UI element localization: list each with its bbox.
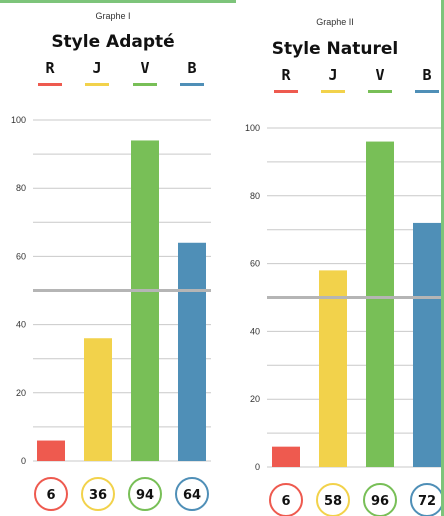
bar-v [131, 140, 159, 461]
y-tick-label: 80 [16, 183, 26, 193]
top-accent-line [0, 0, 236, 3]
y-tick-label: 20 [250, 394, 260, 404]
y-tick-label: 40 [16, 320, 26, 330]
data-label: 72 [418, 494, 436, 509]
data-label: 94 [136, 488, 154, 503]
legend-swatch-j [85, 83, 109, 86]
legend-swatch-v [133, 83, 157, 86]
y-tick-label: 40 [250, 326, 260, 336]
data-label: 36 [89, 488, 107, 503]
chart-title: Style Adapté [51, 32, 175, 52]
value-circle-r [34, 477, 68, 511]
chart-panel-1: Graphe I Style Adapté R J V B 0 20 40 60 80 100 6 3… [11, 11, 211, 511]
value-circle-b [175, 477, 209, 511]
y-tick-label: 80 [250, 191, 260, 201]
bar-r [272, 446, 300, 467]
value-circle-r [269, 483, 303, 516]
legend-swatch-j [321, 90, 345, 93]
y-tick-label: 100 [245, 123, 260, 133]
graph-label: Graphe II [316, 17, 354, 27]
legend-swatch-r [274, 90, 298, 93]
legend-swatch-b [180, 83, 204, 86]
bar-v [366, 141, 394, 467]
y-tick-label: 20 [16, 388, 26, 398]
value-circle-j [81, 477, 115, 511]
bar-chart-1: R J V B 0 20 40 60 80 100 6 36 94 64 [11, 59, 211, 511]
right-accent-line [441, 0, 444, 516]
legend-swatch-b [415, 90, 439, 93]
legend-j: J [328, 66, 337, 84]
y-tick-label: 60 [16, 251, 26, 261]
chart-title: Style Naturel [271, 39, 399, 59]
value-circle-v [363, 483, 397, 516]
y-tick-label: 60 [250, 259, 260, 269]
bar-b [178, 242, 206, 461]
graph-label: Graphe I [95, 11, 131, 21]
legend-r: R [45, 59, 55, 77]
y-tick-label: 0 [21, 456, 26, 466]
legend-swatch-r [38, 83, 62, 86]
legend-b: B [422, 66, 431, 84]
legend-b: B [187, 59, 196, 77]
data-label: 64 [183, 488, 201, 503]
legend-v: V [375, 66, 384, 84]
bar-b [413, 222, 441, 467]
bar-j [319, 270, 347, 467]
chart-panel-2: Graphe II Style Naturel R J V B 0 20 40 60 80 100… [226, 0, 444, 516]
data-label: 6 [281, 494, 290, 509]
data-label: 96 [371, 494, 389, 509]
legend-r: R [281, 66, 291, 84]
legend-swatch-v [368, 90, 392, 93]
bar-chart-2: R J V B 0 20 40 60 80 100 6 58 96 72 [245, 66, 444, 516]
bar-r [37, 440, 65, 461]
value-circle-v [128, 477, 162, 511]
data-label: 6 [46, 488, 55, 503]
data-label: 58 [324, 494, 342, 509]
legend-v: V [140, 59, 149, 77]
y-tick-label: 0 [255, 462, 260, 472]
y-tick-label: 100 [11, 115, 26, 125]
legend-j: J [92, 59, 101, 77]
value-circle-j [316, 483, 350, 516]
bar-j [84, 338, 112, 461]
